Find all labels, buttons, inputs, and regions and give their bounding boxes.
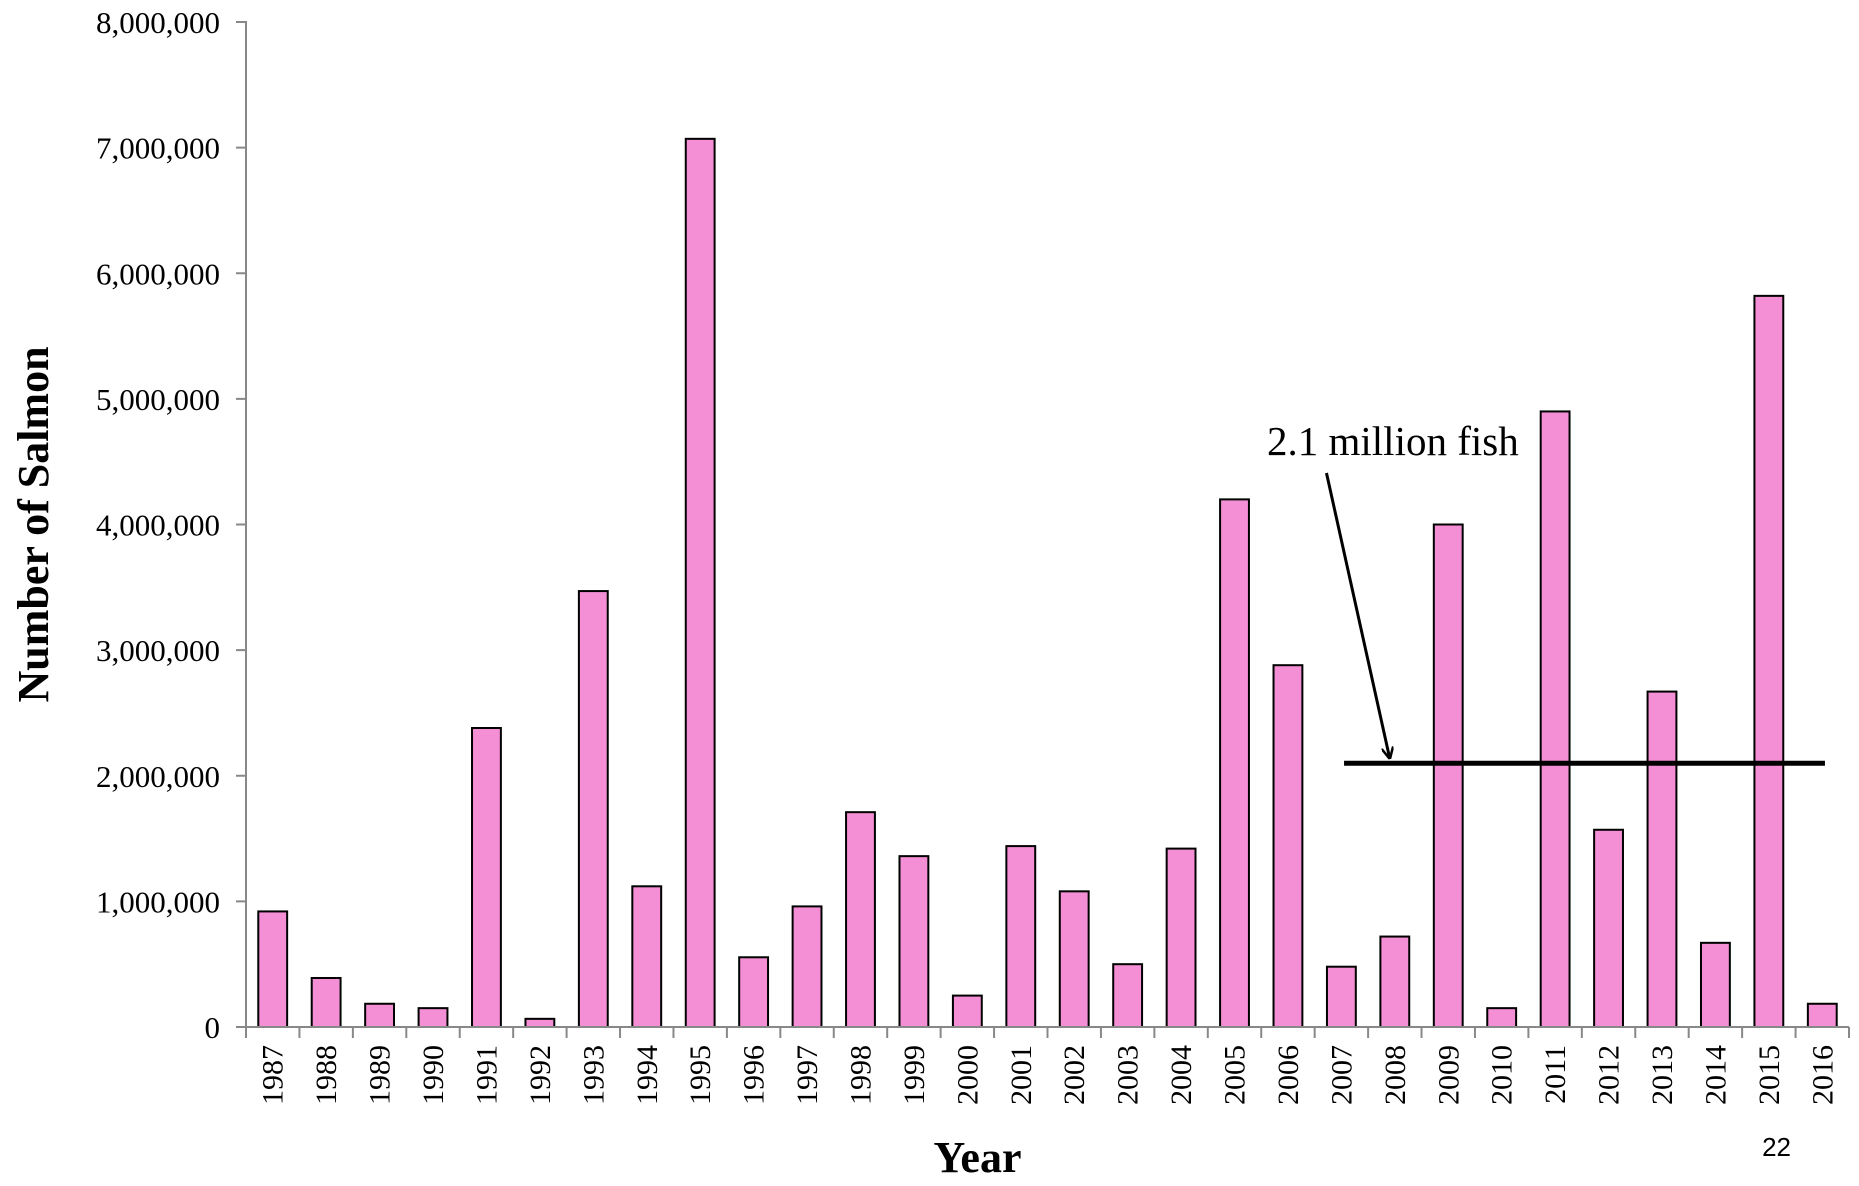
x-tick-label: 1989 (364, 1045, 397, 1105)
bar-1989 (364, 1002, 396, 1029)
x-tick-label: 1990 (417, 1045, 450, 1105)
x-tick-label: 1997 (791, 1045, 824, 1105)
x-tick-label: 1993 (577, 1045, 610, 1105)
y-axis-ticks: 0 1,000,000 2,000,000 3,000,000 4,000,000 5,0… (96, 5, 246, 1045)
bar-2000 (951, 994, 983, 1029)
bar-1996 (738, 956, 770, 1029)
x-tick-label: 2000 (951, 1045, 984, 1105)
x-axis-ticks: 1987 1988 1989 1990 1991 1992 1993 1994 1995 1996… (245, 1027, 1850, 1105)
x-tick-label: 1987 (257, 1045, 290, 1105)
bar-1995 (684, 137, 716, 1028)
bar-1992 (524, 1017, 556, 1029)
bar-2004 (1165, 847, 1197, 1028)
bar-2012 (1593, 828, 1624, 1029)
bar-1993 (577, 590, 609, 1029)
bar-2005 (1219, 498, 1250, 1029)
y-tick-label: 7,000,000 (96, 131, 220, 166)
bar-2014 (1699, 941, 1731, 1029)
bar-1994 (631, 885, 663, 1028)
bar-2002 (1058, 890, 1090, 1029)
bar-2010 (1486, 1007, 1518, 1028)
x-tick-label: 2016 (1806, 1045, 1839, 1105)
x-tick-label: 1999 (898, 1045, 931, 1105)
x-tick-label: 2009 (1432, 1045, 1465, 1105)
bar-1999 (898, 855, 930, 1029)
bar-1988 (310, 977, 342, 1029)
y-tick-label: 2,000,000 (96, 759, 220, 794)
bar-2007 (1325, 965, 1357, 1029)
y-axis-title: Number of Salmon (9, 346, 58, 702)
x-tick-label: 1996 (738, 1045, 771, 1105)
y-tick-label: 3,000,000 (96, 633, 220, 668)
x-tick-label: 2013 (1646, 1045, 1679, 1105)
bar-2015 (1753, 294, 1785, 1028)
page-number: 22 (1762, 1132, 1791, 1162)
bar-2003 (1112, 963, 1144, 1029)
bar-2009 (1432, 523, 1464, 1028)
x-tick-label: 2008 (1379, 1045, 1412, 1105)
x-tick-label: 1995 (684, 1045, 717, 1105)
x-tick-label: 1991 (470, 1045, 503, 1105)
y-tick-label: 0 (205, 1010, 221, 1045)
bar-2011 (1539, 410, 1571, 1028)
bar-2013 (1646, 690, 1678, 1029)
y-tick-label: 5,000,000 (96, 382, 220, 417)
x-tick-label: 1988 (310, 1045, 343, 1105)
y-tick-label: 1,000,000 (96, 884, 220, 919)
bar-2006 (1272, 664, 1304, 1028)
x-tick-label: 2001 (1005, 1045, 1038, 1105)
bar-2008 (1379, 935, 1411, 1028)
x-tick-label: 2005 (1219, 1045, 1252, 1105)
x-tick-label: 2002 (1058, 1045, 1091, 1105)
x-tick-label: 1992 (524, 1045, 557, 1105)
x-tick-label: 2003 (1112, 1045, 1145, 1105)
y-tick-label: 4,000,000 (96, 508, 220, 543)
x-tick-label: 2010 (1486, 1045, 1519, 1105)
bar-2001 (1005, 845, 1037, 1028)
annotation-label: 2.1 million fish (1267, 418, 1519, 464)
bar-1997 (791, 905, 823, 1029)
x-tick-label: 2014 (1699, 1045, 1732, 1105)
bar-1990 (417, 1007, 449, 1028)
x-tick-label: 2011 (1539, 1045, 1572, 1104)
bar-1987 (257, 910, 289, 1028)
bar-1991 (471, 727, 502, 1028)
x-tick-label: 2006 (1272, 1045, 1305, 1105)
annotation-layer: 2.1 million fish (1267, 418, 1825, 766)
x-tick-label: 1998 (844, 1045, 877, 1105)
bars-layer (257, 137, 1838, 1029)
x-tick-label: 2007 (1325, 1045, 1358, 1105)
x-tick-label: 1994 (631, 1045, 664, 1105)
bar-1998 (845, 811, 876, 1028)
y-tick-label: 6,000,000 (96, 256, 220, 291)
x-tick-label: 2012 (1593, 1045, 1626, 1105)
x-tick-label: 2004 (1165, 1045, 1198, 1105)
x-tick-label: 2015 (1753, 1045, 1786, 1105)
annotation-arrow (1325, 472, 1389, 757)
x-axis-title: Year (934, 1133, 1022, 1181)
bar-2016 (1806, 1002, 1838, 1029)
y-tick-label: 8,000,000 (96, 5, 220, 40)
